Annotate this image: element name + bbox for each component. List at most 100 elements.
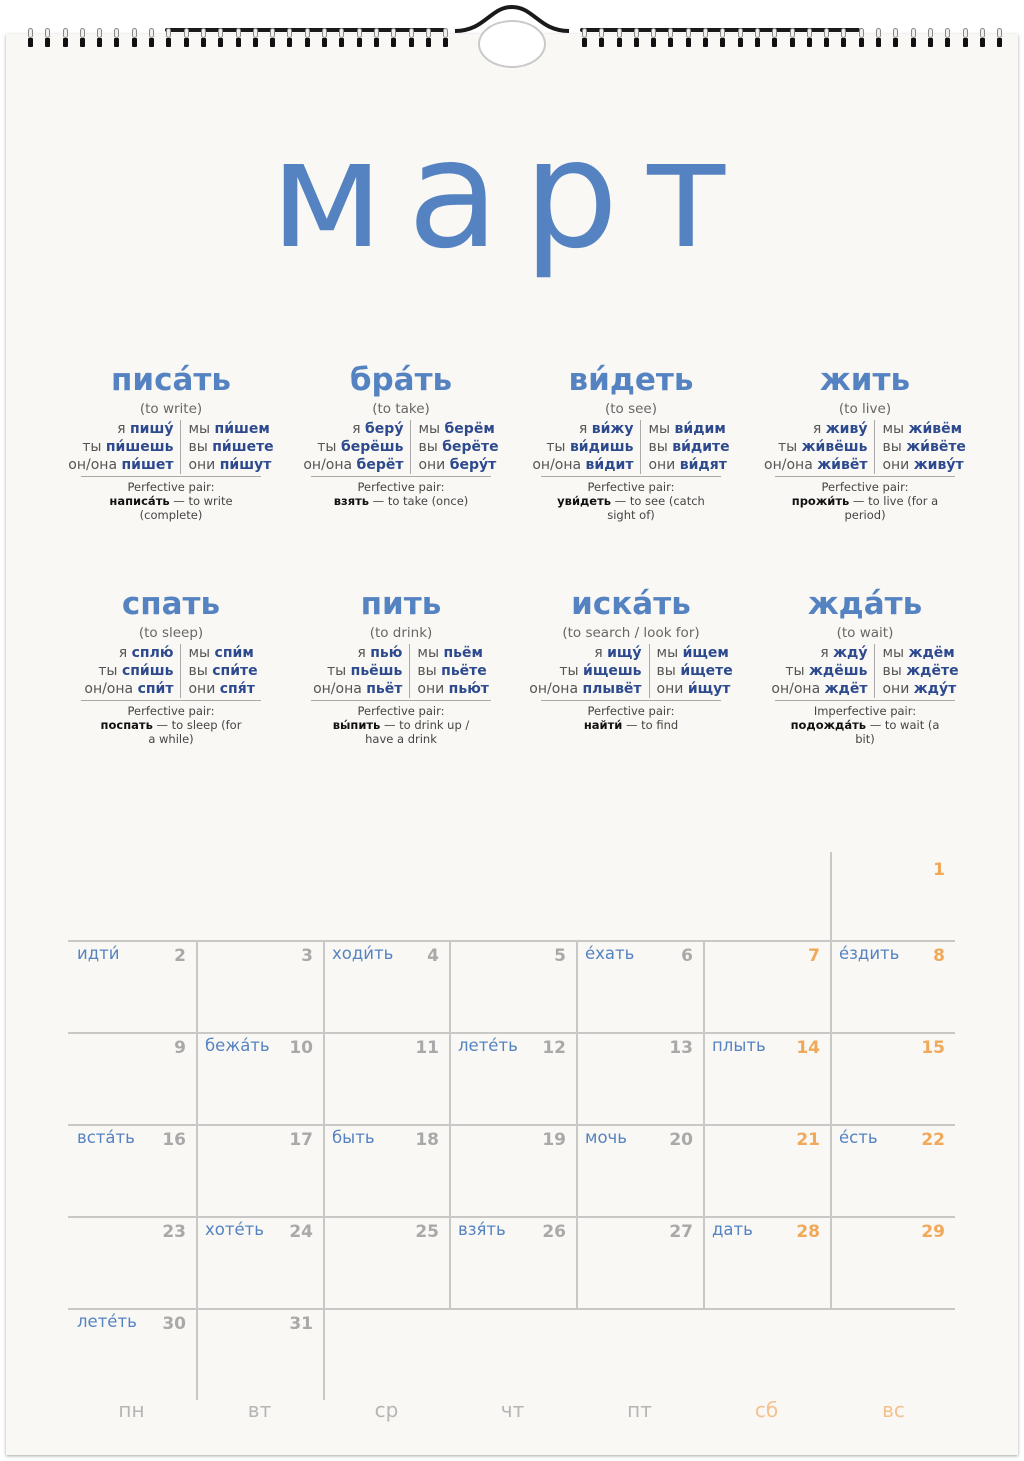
verb-card: пить (to drink) я пью́ ты пьёшь он/она пьёт м… bbox=[281, 586, 521, 746]
grid-line-vertical bbox=[576, 1032, 578, 1124]
pronoun: вы bbox=[882, 439, 902, 455]
day-number: 20 bbox=[669, 1130, 693, 1150]
pronoun: вы bbox=[417, 663, 437, 679]
day-cell[interactable]: 23 bbox=[68, 1216, 196, 1308]
pronoun: они bbox=[882, 681, 910, 697]
aspect-pair: Imperfective pair: подожда́ть — to wait (… bbox=[745, 704, 985, 746]
aspect-pair-label: Perfective pair: bbox=[587, 704, 675, 718]
aspect-pair: Perfective pair: поспать — to sleep (for … bbox=[51, 704, 291, 746]
day-cell[interactable]: 29 bbox=[830, 1216, 955, 1308]
conjugation-row: ты пи́шешь bbox=[68, 438, 173, 456]
day-cell[interactable]: 31 bbox=[196, 1308, 323, 1400]
verb-form: ви́дит bbox=[585, 457, 634, 473]
day-cell[interactable]: 28 дать bbox=[703, 1216, 830, 1308]
day-number: 25 bbox=[415, 1222, 439, 1242]
divider bbox=[775, 476, 955, 477]
pronoun: я bbox=[594, 645, 603, 661]
conjugation-row: вы ждёте bbox=[882, 662, 958, 680]
grid-line-vertical bbox=[830, 1216, 832, 1308]
day-cell[interactable]: 20 мочь bbox=[576, 1124, 703, 1216]
day-number: 30 bbox=[162, 1314, 186, 1334]
conjugation-row: он/она берёт bbox=[303, 456, 403, 474]
verb-infinitive: пить bbox=[360, 586, 442, 622]
conjugation-row: мы ви́дим bbox=[648, 420, 729, 438]
day-cell[interactable]: 21 bbox=[703, 1124, 830, 1216]
day-cell[interactable]: 3 bbox=[196, 940, 323, 1032]
verb-form: ви́дите bbox=[672, 439, 730, 455]
day-cell[interactable]: 2 идти́ bbox=[68, 940, 196, 1032]
verb-form: пи́шут bbox=[219, 457, 272, 473]
grid-line-horizontal bbox=[68, 940, 955, 942]
pronoun: ты bbox=[785, 663, 805, 679]
day-cell[interactable]: 11 bbox=[323, 1032, 449, 1124]
day-number: 2 bbox=[174, 946, 186, 966]
divider bbox=[775, 700, 955, 701]
pronoun: мы bbox=[418, 421, 441, 437]
day-cell[interactable]: 8 е́здить bbox=[830, 940, 955, 1032]
day-number: 9 bbox=[174, 1038, 186, 1058]
aspect-pair-definition: взять — to take (once) bbox=[326, 494, 476, 508]
verb-infinitive: спать bbox=[121, 586, 221, 622]
spiral-coil bbox=[145, 28, 162, 48]
day-cell[interactable]: 15 bbox=[830, 1032, 955, 1124]
aspect-pair-word: подожда́ть bbox=[790, 718, 867, 732]
spiral-binding-left bbox=[24, 28, 456, 48]
day-cell[interactable]: 24 хоте́ть bbox=[196, 1216, 323, 1308]
day-cell[interactable]: 30 лете́ть bbox=[68, 1308, 196, 1400]
spiral-coil bbox=[249, 28, 266, 48]
day-cell[interactable]: 1 bbox=[830, 854, 955, 946]
spiral-coil bbox=[128, 28, 145, 48]
conjugation-row: ты и́щешь bbox=[529, 662, 641, 680]
conjugation-left-column: я беру́ ты берёшь он/она берёт bbox=[303, 420, 412, 474]
verb-form: ждём bbox=[908, 645, 955, 661]
grid-line-vertical bbox=[196, 1216, 198, 1308]
aspect-pair-label: Perfective pair: bbox=[821, 480, 909, 494]
day-cell[interactable]: 17 bbox=[196, 1124, 323, 1216]
spiral-coil bbox=[647, 28, 664, 48]
day-cell[interactable]: 14 плыть bbox=[703, 1032, 830, 1124]
day-cell[interactable]: 6 е́хать bbox=[576, 940, 703, 1032]
day-cell[interactable]: 18 быть bbox=[323, 1124, 449, 1216]
spiral-coil bbox=[214, 28, 231, 48]
aspect-pair-gloss: — to sleep (for a while) bbox=[148, 718, 242, 746]
aspect-pair-label: Perfective pair: bbox=[357, 480, 445, 494]
verb-form: плывёт bbox=[582, 681, 642, 697]
day-verb: ходи́ть bbox=[332, 944, 394, 963]
spiral-coil bbox=[924, 28, 941, 48]
conjugation-right-column: мы ви́дим вы ви́дите они ви́дят bbox=[641, 420, 729, 474]
day-cell[interactable]: 12 лете́ть bbox=[449, 1032, 576, 1124]
day-cell[interactable]: 9 bbox=[68, 1032, 196, 1124]
day-number: 6 bbox=[681, 946, 693, 966]
day-cell[interactable]: 27 bbox=[576, 1216, 703, 1308]
day-cell[interactable]: 10 бежа́ть bbox=[196, 1032, 323, 1124]
day-cell[interactable]: 19 bbox=[449, 1124, 576, 1216]
spiral-coil bbox=[353, 28, 370, 48]
aspect-pair: Perfective pair: уви́деть — to see (catch… bbox=[511, 480, 751, 522]
verb-form: и́щете bbox=[680, 663, 733, 679]
aspect-pair-definition: найти́ — to find bbox=[556, 718, 706, 732]
day-number: 26 bbox=[542, 1222, 566, 1242]
day-cell[interactable]: 4 ходи́ть bbox=[323, 940, 449, 1032]
conjugation-row: я сплю́ bbox=[84, 644, 174, 662]
verb-form: спя́т bbox=[219, 681, 255, 697]
grid-line-vertical bbox=[196, 1032, 198, 1124]
day-cell[interactable]: 25 bbox=[323, 1216, 449, 1308]
pronoun: я bbox=[352, 421, 361, 437]
day-cell[interactable]: 7 bbox=[703, 940, 830, 1032]
pronoun: вы bbox=[418, 439, 438, 455]
day-cell[interactable]: 26 взя́ть bbox=[449, 1216, 576, 1308]
day-cell[interactable]: 13 bbox=[576, 1032, 703, 1124]
day-cell[interactable]: 16 вста́ть bbox=[68, 1124, 196, 1216]
verb-gloss: (to drink) bbox=[369, 625, 433, 641]
verb-gloss: (to see) bbox=[604, 401, 658, 417]
pronoun: мы bbox=[188, 421, 211, 437]
conjugation-left-column: я жду́ ты ждёшь он/она ждёт bbox=[771, 644, 876, 698]
day-number: 28 bbox=[796, 1222, 820, 1242]
spiral-coil bbox=[976, 28, 993, 48]
day-number: 11 bbox=[415, 1038, 439, 1058]
day-cell[interactable]: 22 е́сть bbox=[830, 1124, 955, 1216]
verb-form: жду́ bbox=[833, 645, 868, 661]
conjugation-row: я пишу́ bbox=[68, 420, 173, 438]
day-cell[interactable]: 5 bbox=[449, 940, 576, 1032]
conjugation-row: вы жи́вёте bbox=[882, 438, 965, 456]
